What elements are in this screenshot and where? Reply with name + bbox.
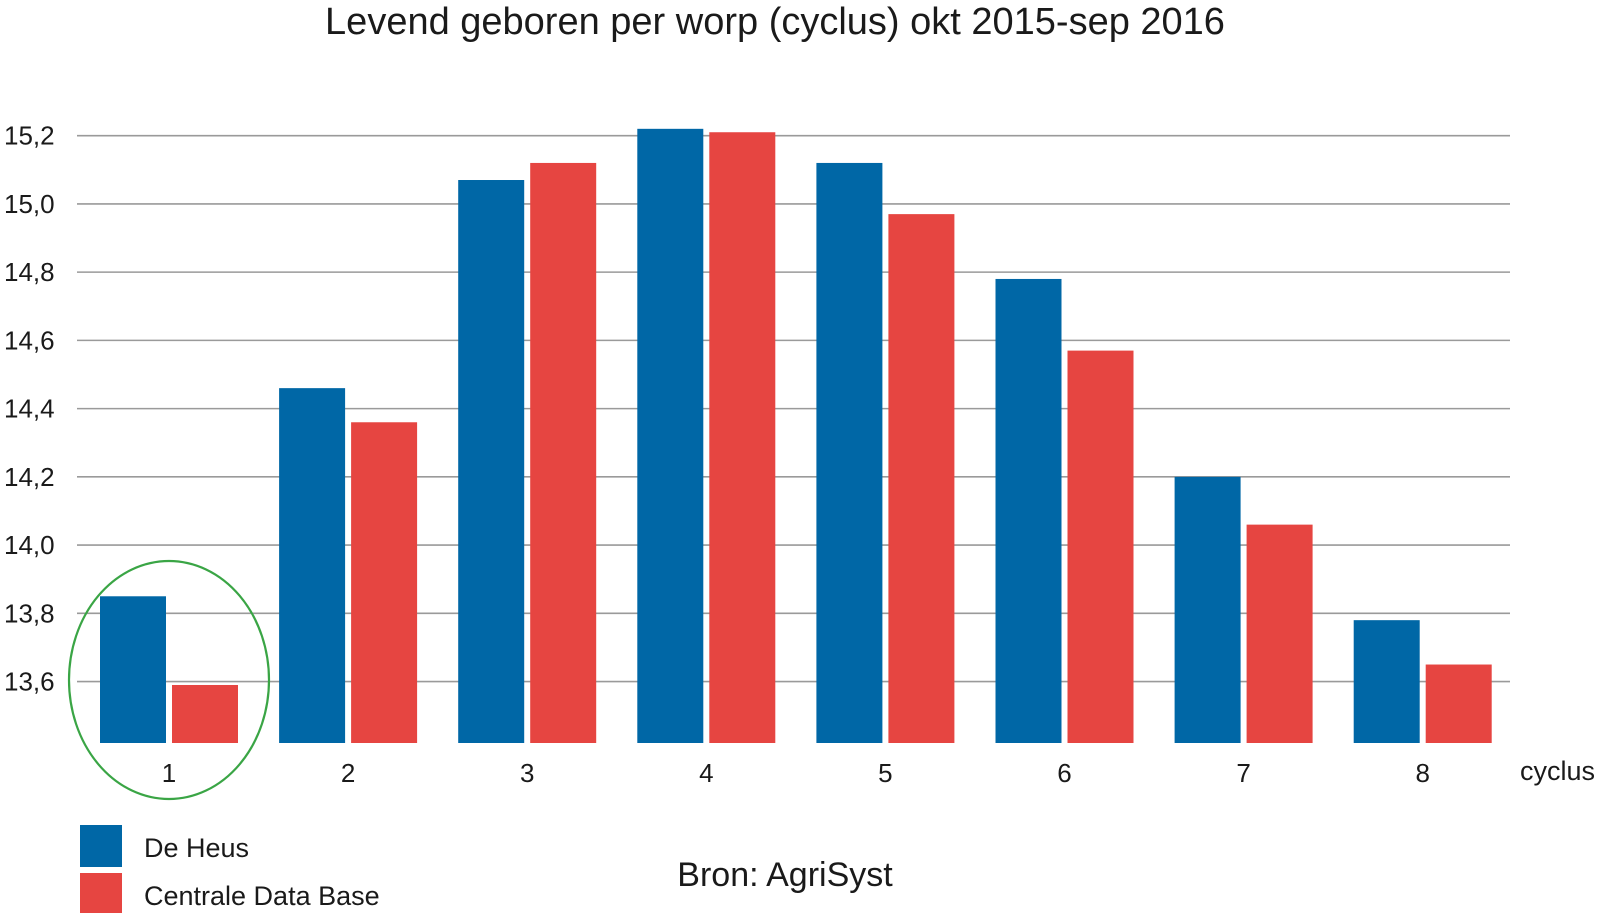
bar-de-heus-cyclus-3 bbox=[458, 180, 525, 743]
bar-de-heus-cyclus-4 bbox=[637, 128, 704, 744]
bar-centrale-data-base-cyclus-7 bbox=[1246, 524, 1313, 743]
bar-centrale-data-base-cyclus-1 bbox=[172, 684, 238, 743]
legend-label: De Heus bbox=[144, 833, 249, 863]
x-tick-label: 4 bbox=[699, 758, 713, 788]
bar-de-heus-cyclus-6 bbox=[995, 278, 1062, 743]
bar-de-heus-cyclus-5 bbox=[816, 162, 883, 743]
legend-label: Centrale Data Base bbox=[144, 881, 380, 911]
bar-centrale-data-base-cyclus-3 bbox=[530, 162, 597, 743]
y-tick-label: 15,2 bbox=[4, 121, 55, 151]
x-tick-label: 2 bbox=[341, 758, 355, 788]
y-tick-label: 14,6 bbox=[4, 325, 55, 355]
highlight-layer bbox=[67, 559, 271, 801]
bar-de-heus-cyclus-1 bbox=[100, 596, 166, 743]
x-tick-label: 1 bbox=[162, 758, 176, 788]
legend: De Heus Centrale Data Base bbox=[80, 825, 380, 913]
y-tick-label: 14,2 bbox=[4, 462, 55, 492]
bar-centrale-data-base-cyclus-6 bbox=[1067, 350, 1134, 743]
x-tick-label: 7 bbox=[1236, 758, 1250, 788]
x-axis-ticks: 1 2 3 4 5 6 7 8 bbox=[162, 758, 1430, 788]
y-tick-label: 14,4 bbox=[4, 394, 55, 424]
bars bbox=[100, 128, 1492, 744]
bar-centrale-data-base-cyclus-4 bbox=[709, 132, 776, 743]
x-tick-label: 6 bbox=[1057, 758, 1071, 788]
bar-centrale-data-base-cyclus-5 bbox=[888, 214, 955, 744]
y-tick-label: 13,8 bbox=[4, 598, 55, 628]
bar-centrale-data-base-cyclus-8 bbox=[1425, 664, 1492, 743]
bar-de-heus-cyclus-2 bbox=[279, 388, 346, 743]
y-tick-label: 14,8 bbox=[4, 257, 55, 287]
y-tick-label: 13,6 bbox=[4, 667, 55, 697]
x-tick-label: 8 bbox=[1415, 758, 1429, 788]
x-tick-label: 5 bbox=[878, 758, 892, 788]
legend-swatch bbox=[80, 873, 122, 913]
highlight-ellipse bbox=[67, 559, 271, 801]
bar-de-heus-cyclus-8 bbox=[1353, 620, 1420, 743]
x-tick-label: 3 bbox=[520, 758, 534, 788]
y-tick-label: 15,0 bbox=[4, 189, 55, 219]
y-axis-ticks: 13,6 13,8 14,0 14,2 14,4 14,6 14,8 15,0 15,2 bbox=[4, 121, 55, 697]
bar-centrale-data-base-cyclus-2 bbox=[351, 422, 418, 743]
y-tick-label: 14,0 bbox=[4, 530, 55, 560]
source-label: Bron: AgriSyst bbox=[677, 856, 893, 894]
legend-swatch bbox=[80, 825, 122, 867]
chart-title: Levend geboren per worp (cyclus) okt 201… bbox=[325, 1, 1225, 43]
x-axis-label: cyclus bbox=[1520, 756, 1595, 786]
bar-de-heus-cyclus-7 bbox=[1174, 476, 1241, 743]
